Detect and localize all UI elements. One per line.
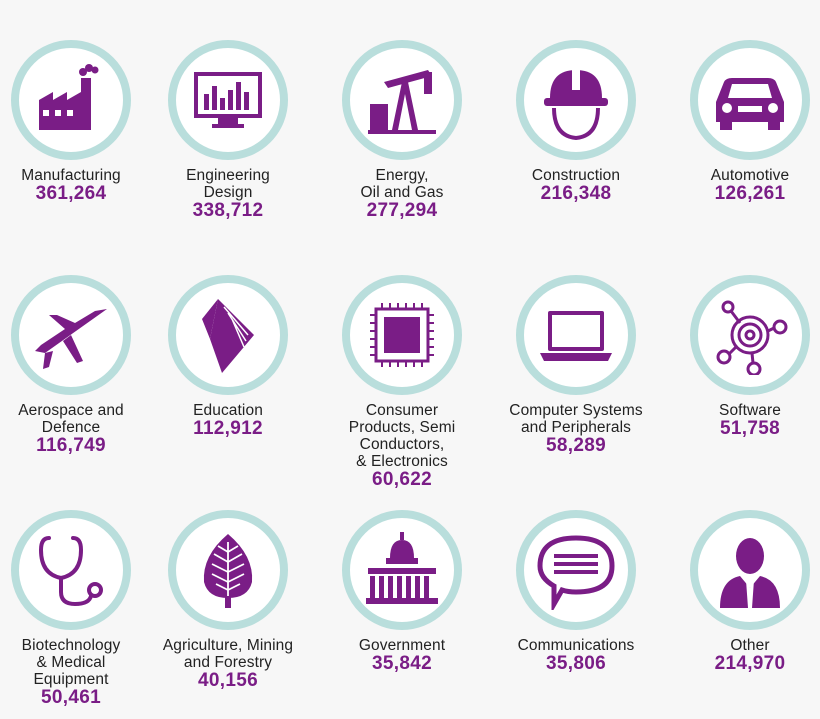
tile-label: Government 35,842: [320, 637, 484, 673]
icon-ring: [516, 275, 636, 395]
tile-label: Engineering Design 338,712: [146, 167, 310, 220]
tile-label: Construction 216,348: [494, 167, 658, 203]
car-icon: [716, 78, 784, 130]
tile-value: 214,970: [714, 653, 786, 674]
icon-ring: [168, 510, 288, 630]
hard-hat-icon: [544, 68, 608, 140]
tile-label: Manufacturing 361,264: [0, 167, 153, 203]
tile-label: Biotechnology & Medical Equipment 50,461: [0, 637, 153, 707]
tile-value: 51,758: [720, 418, 780, 439]
tile-value: 216,348: [540, 183, 612, 204]
tile-value: 35,842: [372, 653, 432, 674]
icon-ring: [690, 275, 810, 395]
tile-label: Computer Systems and Peripherals 58,289: [494, 402, 658, 455]
icon-ring: [342, 275, 462, 395]
tile-value: 40,156: [198, 670, 258, 691]
oil-pump-icon: [368, 70, 436, 134]
person-icon: [720, 538, 780, 608]
tile-label: Energy, Oil and Gas 277,294: [320, 167, 484, 220]
tile-value: 338,712: [192, 200, 264, 221]
icon-ring: [11, 275, 131, 395]
factory-icon: [39, 64, 99, 130]
tile-value: 126,261: [714, 183, 786, 204]
tile-label: Software 51,758: [668, 402, 820, 438]
tile-label: Aerospace and Defence 116,749: [0, 402, 153, 455]
tile-label: Agriculture, Mining and Forestry 40,156: [146, 637, 310, 690]
icon-ring: [342, 510, 462, 630]
tile-value: 50,461: [41, 687, 101, 708]
icon-ring: [168, 40, 288, 160]
icon-ring: [342, 40, 462, 160]
icon-ring: [690, 40, 810, 160]
jet-icon: [35, 309, 107, 369]
tile-label: Other 214,970: [668, 637, 820, 673]
icon-ring: [11, 510, 131, 630]
laptop-icon: [540, 311, 612, 361]
tile-value: 60,622: [372, 469, 432, 490]
tile-value: 277,294: [366, 200, 438, 221]
tile-value: 35,806: [546, 653, 606, 674]
icon-ring: [690, 510, 810, 630]
tile-value: 116,749: [36, 435, 106, 456]
chip-icon: [370, 303, 434, 367]
speech-bubble-icon: [537, 535, 615, 610]
tile-value: 361,264: [35, 183, 107, 204]
icon-ring: [168, 275, 288, 395]
icon-ring: [516, 40, 636, 160]
tile-value: 112,912: [193, 418, 263, 439]
tile-label: Communications 35,806: [494, 637, 658, 673]
icon-ring: [516, 510, 636, 630]
network-target-icon: [716, 300, 788, 375]
tile-label: Consumer Products, Semi Conductors, & El…: [320, 402, 484, 489]
capitol-icon: [366, 532, 438, 604]
book-icon: [202, 299, 254, 373]
monitor-chart-icon: [194, 72, 262, 128]
leaf-icon: [203, 534, 253, 608]
tile-value: 58,289: [546, 435, 606, 456]
icon-ring: [11, 40, 131, 160]
tile-label: Automotive 126,261: [668, 167, 820, 203]
tile-label: Education 112,912: [146, 402, 310, 438]
stethoscope-icon: [38, 536, 103, 607]
